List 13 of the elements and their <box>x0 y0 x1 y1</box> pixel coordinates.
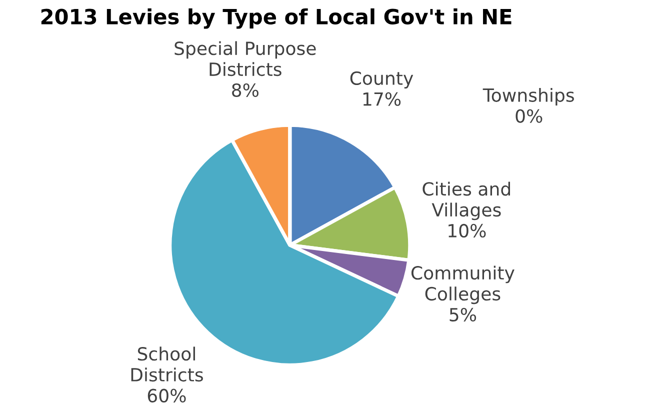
chart-title: 2013 Levies by Type of Local Gov't in NE <box>41 8 512 29</box>
text: 0% <box>516 109 542 123</box>
data-label: 60% <box>148 388 186 402</box>
slice-label: School Districts <box>131 346 203 382</box>
data-label: 5% <box>450 308 476 322</box>
category-label: Townships <box>482 88 574 106</box>
slice-label: County <box>350 71 414 89</box>
data-label: 8% <box>232 83 258 97</box>
slice-label: Special Purpose Districts <box>174 41 316 76</box>
slice-label: Community Colleges <box>411 266 514 304</box>
data-label: 10% <box>448 224 486 238</box>
data-label: 17% <box>363 92 401 106</box>
slice-label: Cities and Villages <box>422 182 510 220</box>
